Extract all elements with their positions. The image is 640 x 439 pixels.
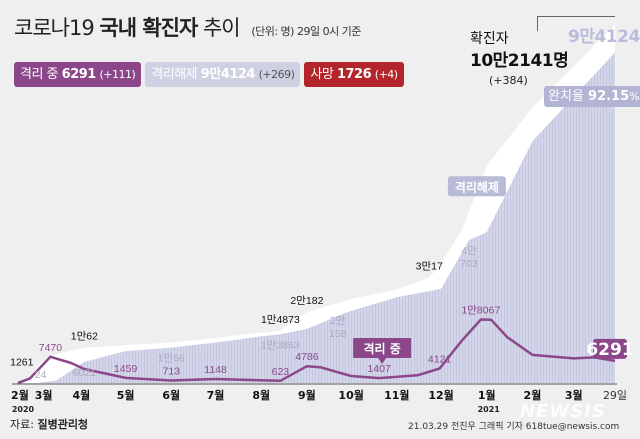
- released-area: [18, 52, 615, 384]
- legend-released-label: 격리해제: [151, 67, 198, 82]
- data-label: 703: [460, 258, 478, 270]
- data-label: 4786: [295, 351, 319, 363]
- x-tick-label: 6월: [162, 388, 180, 402]
- watermark-logo: NEWSIS: [520, 401, 606, 422]
- isolated-current-badge: [593, 338, 627, 359]
- isolated-line: [17, 318, 616, 385]
- recovery-label: 완치율: [548, 89, 584, 104]
- x-tick-label: 2월: [11, 388, 29, 402]
- data-label: 7470: [39, 342, 63, 354]
- released-series-badge: [447, 176, 506, 197]
- data-label: 2만182: [290, 295, 323, 307]
- x-tick-label: 4월: [72, 388, 90, 402]
- x-tick-label: 3월: [565, 388, 583, 402]
- data-label: 1만4873: [261, 314, 300, 326]
- data-label: 1만8067: [461, 305, 500, 317]
- source: 자료: 질병관리청: [10, 418, 88, 432]
- data-label: 1459: [114, 363, 138, 375]
- isolated-current-label: 6291: [586, 340, 633, 360]
- source-name: 질병관리청: [37, 418, 89, 431]
- data-label: 1407: [367, 363, 391, 375]
- data-label: 623: [272, 366, 290, 378]
- x-tick-label: 3월: [35, 388, 53, 402]
- legend-isolated-change: (+111): [99, 68, 136, 81]
- year-label: 2020: [12, 405, 35, 414]
- page-title: 코로나19 국내 확진자 추이 (단위: 명) 29일 0시 기준: [14, 16, 361, 44]
- data-label: 6021: [73, 367, 97, 379]
- title-suffix: 추이: [202, 16, 241, 40]
- unit-note: (단위: 명) 29일 0시 기준: [251, 25, 361, 38]
- x-tick-label: 11월: [384, 388, 409, 402]
- legend-death-label: 사망: [310, 67, 334, 82]
- legend-death-value: 1726: [336, 67, 372, 82]
- year-label: 2021: [478, 405, 501, 414]
- released-series-label: 격리해제: [455, 179, 499, 194]
- title-bold: 국내 확진자: [99, 16, 198, 40]
- data-label: 158: [329, 328, 347, 340]
- data-label: 1만3863: [261, 339, 300, 351]
- x-tick-label: 29일: [603, 388, 627, 402]
- legend: 격리 중 6291 (+111) 격리해제 9만4124 (+269) 사망 1…: [14, 62, 404, 87]
- data-label: 4121: [428, 354, 452, 366]
- released-total: 9만4124: [568, 27, 640, 47]
- legend-released-value: 9만4124: [200, 67, 256, 82]
- recovery-rate-badge: 완치율 92.15%: [544, 86, 640, 107]
- x-tick-label: 12월: [428, 388, 453, 402]
- data-label: 1148: [204, 364, 227, 376]
- data-label: 4만: [461, 245, 477, 257]
- data-label: 1만62: [71, 331, 98, 343]
- total-label: 확진자: [470, 31, 509, 47]
- isolated-series-badge: [353, 338, 412, 365]
- x-tick-label: 2월: [524, 388, 542, 402]
- total-value: 10만2141명: [470, 51, 569, 71]
- x-tick-label: 10월: [338, 388, 363, 402]
- x-tick-label: 9월: [298, 388, 316, 402]
- legend-isolated-label: 격리 중: [20, 67, 59, 82]
- data-label: 1만66: [158, 353, 185, 365]
- legend-isolated: 격리 중 6291 (+111): [14, 62, 142, 87]
- credit: 21.03.29 전진우 그래픽 기자 618tue@newsis.com: [408, 422, 620, 432]
- recovery-value: 92.15: [588, 89, 630, 104]
- data-label: 1261: [10, 357, 34, 369]
- x-tick-label: 1월: [478, 388, 496, 402]
- legend-isolated-value: 6291: [61, 67, 97, 82]
- data-label: 2만: [330, 315, 346, 327]
- legend-death: 사망 1726 (+4): [304, 62, 404, 87]
- data-label: 24: [35, 369, 47, 381]
- source-label: 자료:: [10, 418, 34, 431]
- legend-death-change: (+4): [374, 68, 398, 81]
- legend-released-change: (+269): [258, 68, 295, 81]
- x-tick-label: 8월: [252, 388, 270, 402]
- isolated-series-label: 격리 중: [363, 341, 400, 356]
- x-tick-label: 5월: [117, 388, 135, 402]
- data-label: 3만17: [416, 261, 443, 273]
- title-prefix: 코로나19: [14, 16, 95, 40]
- data-label: 713: [163, 365, 181, 377]
- released-bracket: [537, 16, 615, 31]
- recovery-unit: %: [629, 90, 640, 103]
- total-change: (+384): [489, 74, 528, 87]
- x-tick-label: 7월: [207, 388, 225, 402]
- legend-released: 격리해제 9만4124 (+269): [145, 62, 301, 87]
